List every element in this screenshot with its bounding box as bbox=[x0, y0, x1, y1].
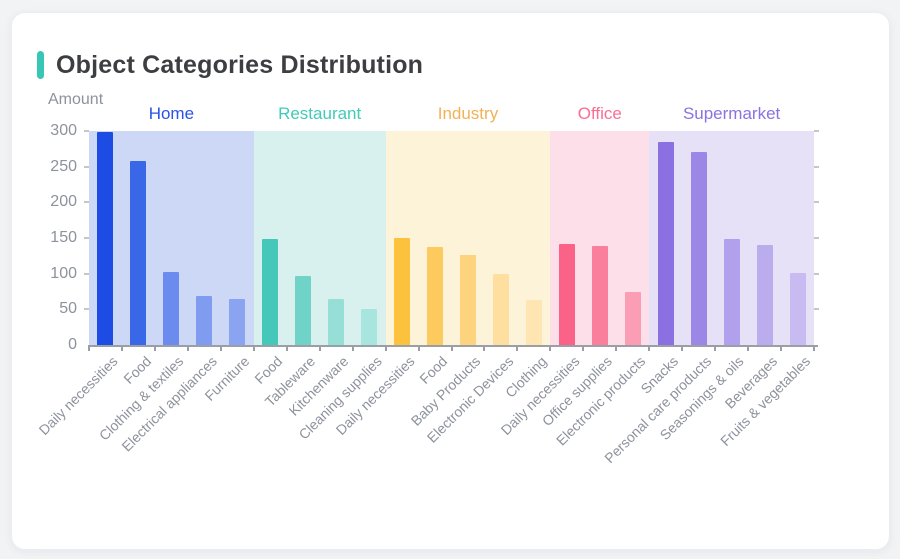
x-axis-line bbox=[88, 345, 818, 347]
bar-office-office-supplies[interactable] bbox=[591, 245, 608, 345]
x-axis-tick bbox=[813, 345, 815, 351]
y-axis-tick-label: 100 bbox=[50, 264, 77, 282]
y-axis-tick-right bbox=[814, 237, 819, 239]
bar-supermarket-fruits-vegetables[interactable] bbox=[789, 272, 806, 345]
x-axis-tick bbox=[516, 345, 519, 351]
bar-office-electronic-products[interactable] bbox=[624, 292, 641, 345]
x-axis-tick bbox=[648, 345, 651, 351]
y-axis-tick-left bbox=[84, 165, 89, 168]
bar-restaurant-cleaning-supplies[interactable] bbox=[361, 308, 378, 345]
bar-supermarket-personal-care-products[interactable] bbox=[690, 151, 707, 345]
bar-home-electrical-appliances[interactable] bbox=[196, 295, 213, 345]
x-axis-tick bbox=[549, 345, 552, 351]
x-axis-tick bbox=[252, 345, 255, 351]
bar-supermarket-snacks[interactable] bbox=[657, 142, 674, 345]
y-axis-tick-right bbox=[814, 308, 819, 311]
y-axis-tick-label: 150 bbox=[50, 229, 77, 246]
y-axis-tick-right bbox=[814, 130, 819, 132]
y-axis-tick-right bbox=[814, 201, 819, 204]
x-axis-tick bbox=[417, 345, 420, 351]
x-axis-tick bbox=[450, 345, 453, 351]
bar-industry-baby-products[interactable] bbox=[459, 255, 476, 345]
group-label-supermarket: Supermarket bbox=[682, 104, 781, 123]
bar-home-food[interactable] bbox=[130, 160, 147, 345]
band-supermarket: Supermarket bbox=[649, 104, 814, 345]
x-axis-tick bbox=[714, 345, 717, 351]
bar-industry-daily-necessities[interactable] bbox=[394, 238, 411, 345]
group-label-restaurant: Restaurant bbox=[278, 104, 362, 123]
bar-restaurant-kitchenware[interactable] bbox=[328, 298, 345, 345]
x-axis-tick bbox=[88, 345, 90, 351]
bar-supermarket-seasonings-oils[interactable] bbox=[723, 239, 740, 345]
x-axis-tick bbox=[780, 345, 783, 351]
x-axis-tick bbox=[318, 345, 321, 351]
x-axis-tick bbox=[483, 345, 486, 351]
title-accent-bar bbox=[37, 51, 44, 79]
x-axis-tick bbox=[582, 345, 585, 351]
group-label-office: Office bbox=[577, 104, 622, 123]
x-axis-tick bbox=[219, 345, 222, 351]
plot-area: Home Daily necessities Food Clothing & text… bbox=[36, 104, 819, 466]
y-axis-tick-left bbox=[84, 308, 89, 311]
y-axis-tick-left bbox=[84, 201, 89, 204]
x-axis-tick bbox=[153, 345, 156, 351]
y-axis-tick-label: 50 bbox=[59, 300, 77, 318]
y-axis-tick-left bbox=[84, 272, 89, 275]
bar-industry-clothing[interactable] bbox=[525, 300, 542, 345]
x-axis-tick bbox=[186, 345, 189, 351]
bar-industry-electronic-devices[interactable] bbox=[492, 274, 509, 345]
bar-home-clothing-textiles[interactable] bbox=[163, 271, 180, 345]
bar-home-furniture[interactable] bbox=[229, 299, 246, 345]
group-label-industry: Industry bbox=[437, 104, 499, 123]
bar-home-daily-necessities[interactable] bbox=[97, 132, 114, 345]
chart-card: Object Categories Distribution Amount Ho… bbox=[11, 12, 890, 550]
y-axis-tick-label: 0 bbox=[68, 336, 77, 353]
x-axis-tick bbox=[351, 345, 354, 351]
x-axis-tick bbox=[384, 345, 387, 351]
bar-office-daily-necessities[interactable] bbox=[558, 243, 575, 345]
bar-restaurant-tableware[interactable] bbox=[295, 275, 312, 345]
x-axis-tick bbox=[615, 345, 618, 351]
chart-header: Object Categories Distribution bbox=[37, 49, 423, 81]
y-axis-tick-right bbox=[814, 272, 819, 275]
y-axis-tick-label: 200 bbox=[50, 193, 77, 211]
y-axis-tick-label: 300 bbox=[50, 122, 77, 139]
bar-industry-food[interactable] bbox=[427, 246, 444, 345]
group-label-home: Home bbox=[148, 104, 195, 123]
x-axis-tick bbox=[285, 345, 288, 351]
y-axis-tick-label: 250 bbox=[50, 157, 77, 175]
bar-restaurant-food[interactable] bbox=[262, 239, 279, 345]
x-axis-tick bbox=[747, 345, 750, 351]
bar-supermarket-beverages[interactable] bbox=[756, 245, 773, 345]
x-axis-tick bbox=[681, 345, 684, 351]
y-axis-tick-right bbox=[814, 165, 819, 168]
chart-title: Object Categories Distribution bbox=[56, 50, 424, 79]
y-axis-tick-left bbox=[84, 130, 89, 132]
y-axis-tick-left bbox=[84, 237, 89, 239]
y-axis-title: Amount bbox=[48, 91, 104, 108]
x-axis-tick bbox=[120, 345, 123, 351]
